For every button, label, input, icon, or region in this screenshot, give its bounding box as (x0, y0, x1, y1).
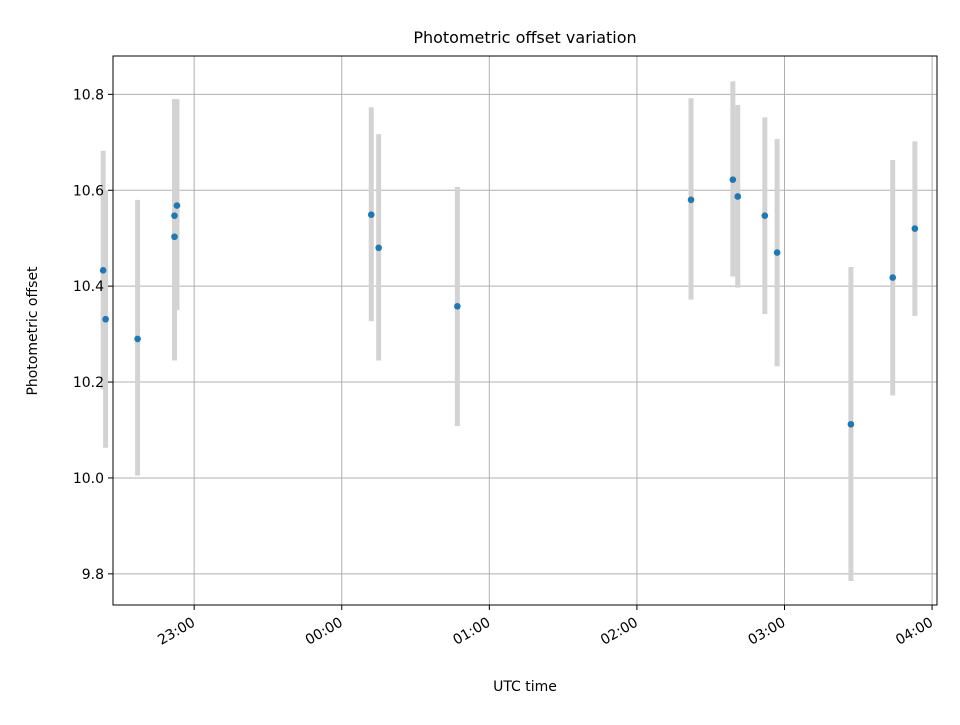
data-point (102, 315, 109, 323)
y-tick-label: 10.8 (73, 87, 104, 103)
y-axis: 9.8 10.0 10.2 10.4 10.6 10.8 (73, 87, 113, 583)
data-point (911, 225, 919, 232)
error-bars (100, 81, 918, 582)
data-point (761, 212, 769, 219)
x-tick-label: 04:00 (893, 615, 936, 649)
y-tick-label: 9.8 (82, 567, 104, 583)
data-point (171, 233, 178, 241)
data-point (134, 335, 141, 343)
x-tick-label: 23:00 (155, 615, 198, 649)
data-point (734, 193, 742, 200)
data-point (773, 249, 781, 256)
y-tick-label: 10.2 (73, 375, 104, 391)
data-point (367, 211, 375, 219)
data-point (687, 196, 695, 204)
data-point (889, 274, 897, 281)
data-point (454, 302, 461, 310)
data-point (171, 212, 178, 219)
x-axis-label: UTC time (493, 679, 557, 695)
x-tick-label: 00:00 (303, 615, 346, 649)
x-axis: 23:00 00:00 01:00 02:00 03:00 04:00 (155, 605, 936, 649)
data-point (375, 244, 382, 252)
plot-frame (112, 55, 938, 606)
y-tick-label: 10.6 (73, 183, 104, 199)
chart-title: Photometric offset variation (413, 28, 636, 47)
x-tick-label: 02:00 (598, 615, 641, 649)
data-point (729, 176, 737, 184)
data-point (847, 420, 855, 428)
grid (113, 56, 937, 605)
y-tick-label: 10.4 (73, 279, 104, 295)
data-points (99, 176, 919, 428)
x-tick-label: 03:00 (746, 615, 789, 649)
data-point (99, 267, 107, 274)
data-point (173, 202, 181, 209)
y-tick-label: 10.0 (73, 471, 104, 487)
y-axis-label: Photometric offset (25, 266, 41, 396)
x-tick-label: 01:00 (450, 615, 493, 649)
